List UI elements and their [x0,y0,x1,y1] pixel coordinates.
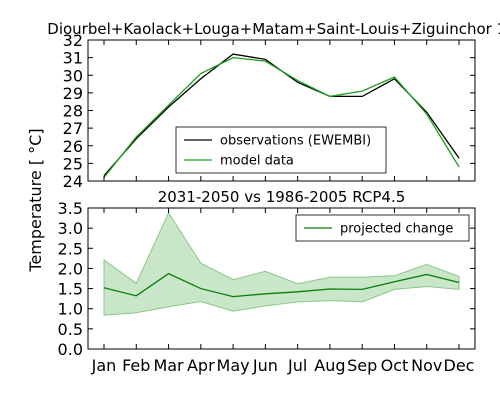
legend: observations (EWEMBI) model data [175,126,387,174]
legend-box [175,126,387,174]
x-tick-label: Mar [153,356,184,375]
x-tick-label: May [217,356,250,375]
y-tick-label: 25 [63,154,83,173]
legend-label: model data [220,154,294,169]
x-tick-label: Apr [187,356,215,375]
x-tick-label: Oct [381,356,409,375]
x-tick-label: Sep [347,356,377,375]
y-tick-label: 30 [63,66,83,85]
y-tick-label: 2.0 [58,259,83,278]
y-axis-label: Temperature [ °C] [26,128,45,272]
x-tick-label: Aug [314,356,345,375]
y-tick-label: 28 [63,102,83,121]
series-line-2 [103,56,460,178]
y-tick-label: 32 [63,31,83,50]
y-tick-label: 3.0 [58,219,83,238]
x-tick-label: Nov [411,356,442,375]
x-tick-label: Feb [122,356,150,375]
x-tick-label: Dec [444,356,475,375]
plot-frame [87,207,476,350]
y-tick-label: 26 [63,137,83,156]
y-tick-label: 0.5 [58,320,83,339]
series-line-1 [103,272,460,298]
chart-title: 2031-2050 vs 1986-2005 RCP4.5 [158,188,406,206]
x-tick-label: Jun [252,356,278,375]
chart-title: Diourbel+Kaolack+Louga+Matam+Saint-Louis… [47,20,500,38]
legend-label: projected change [340,222,453,237]
y-tick-label: 29 [63,84,83,103]
legend-label: observations (EWEMBI) [220,134,371,149]
y-tick-label: 27 [63,119,83,138]
bottom-panel: 2031-2050 vs 1986-2005 RCP4.5 0.00.51.01.… [58,188,476,375]
y-tick-label: 1.5 [58,280,83,299]
y-tick-label: 31 [63,49,83,68]
y-tick-label: 1.0 [58,300,83,319]
y-tick-label: 2.5 [58,239,83,258]
legend: projected change [295,214,470,242]
y-tick-label: 3.5 [58,199,83,218]
x-tick-label: Jul [287,356,307,375]
top-panel: Diourbel+Kaolack+Louga+Matam+Saint-Louis… [47,20,500,191]
uncertainty-band [103,211,460,316]
y-tick-label: 24 [63,172,83,191]
y-tick-label: 0.0 [58,340,83,359]
x-tick-label: Jan [91,356,117,375]
